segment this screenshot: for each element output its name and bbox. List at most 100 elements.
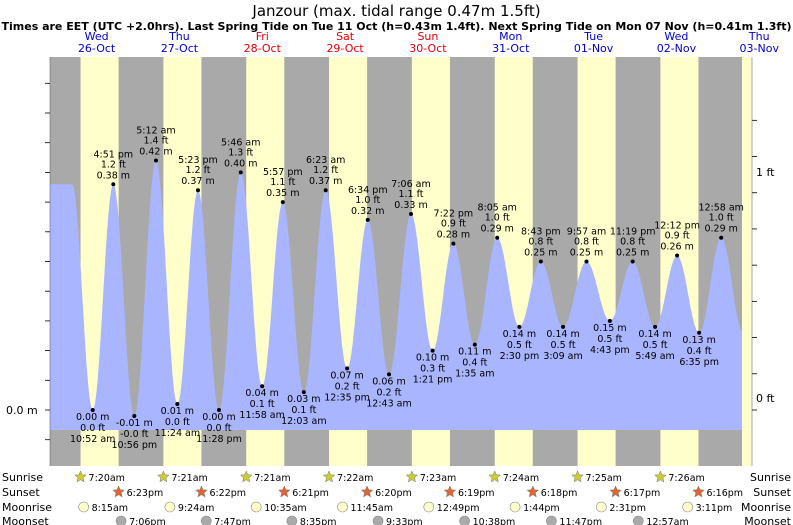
tide-point xyxy=(386,372,391,377)
row-time-label: 6:23pm xyxy=(127,488,164,499)
tide-ft-label: 1.0 ft xyxy=(485,213,510,224)
row-time-label: 6:18pm xyxy=(541,488,578,499)
sunrise-icon xyxy=(571,470,584,483)
moonset-icon xyxy=(200,515,212,525)
tide-point xyxy=(409,211,414,216)
moonrise-icon xyxy=(596,501,607,513)
tide-ft-label: 1.4 ft xyxy=(143,136,168,147)
row-time-label: 12:57am xyxy=(646,517,688,525)
tide-m-label: 0.15 m xyxy=(593,323,626,334)
tide-point xyxy=(90,408,95,412)
tide-m-label: 0.25 m xyxy=(616,248,649,259)
row-time-label: 7:22am xyxy=(337,473,373,484)
tide-time-label: 10:56 pm xyxy=(111,440,157,451)
tide-time-label: 6:34 pm xyxy=(348,185,388,196)
tide-time-label: 3:09 am xyxy=(543,351,582,362)
day-name-label: Wed xyxy=(664,30,688,43)
tide-m-label: 0.33 m xyxy=(394,200,427,211)
tide-time-label: 9:57 am xyxy=(567,227,606,238)
tide-time-label: 5:46 am xyxy=(221,137,260,148)
tide-point xyxy=(719,235,724,240)
tide-time-label: 11:19 pm xyxy=(610,227,656,238)
moonrise-icon xyxy=(682,501,693,513)
row-time-label: 6:19pm xyxy=(458,488,495,499)
tide-m-label: 0.14 m xyxy=(638,329,671,340)
tide-ft-label: 1.2 ft xyxy=(101,159,126,170)
moonset-icon xyxy=(459,515,470,525)
moonrise-icon xyxy=(337,501,348,513)
tide-m-label: 0.37 m xyxy=(309,176,342,187)
tide-time-label: 11:58 am xyxy=(239,410,284,421)
row-time-label: 10:38pm xyxy=(473,517,516,525)
tide-time-label: 12:12 pm xyxy=(654,221,700,232)
tide-point xyxy=(280,200,285,205)
tide-time-label: 2:30 pm xyxy=(500,351,540,362)
day-name-label: Sun xyxy=(417,30,438,43)
tide-m-label: 0.04 m xyxy=(245,388,278,399)
row-time-label: 6:16pm xyxy=(706,488,743,499)
tide-point xyxy=(323,188,328,193)
tide-time-label: 6:35 pm xyxy=(679,357,719,368)
sunset-icon xyxy=(609,485,622,498)
tide-ft-label: 0.5 ft xyxy=(643,340,668,351)
tide-ft-label: 0.1 ft xyxy=(291,405,316,416)
tide-ft-label: 0.2 ft xyxy=(335,381,360,392)
tide-ft-label: 0.2 ft xyxy=(376,387,401,398)
moonset-icon xyxy=(546,515,557,525)
row-time-label: 6:17pm xyxy=(624,488,661,499)
row-time-label: 7:20am xyxy=(89,473,125,484)
tide-m-label: 0.37 m xyxy=(181,176,214,187)
tide-time-label: 11:28 pm xyxy=(196,434,242,445)
tide-ft-label: 0.8 ft xyxy=(574,237,599,248)
row-time-label: 9:33pm xyxy=(386,517,423,525)
tide-point xyxy=(365,217,370,222)
tide-ft-label: 1.1 ft xyxy=(398,189,423,200)
row-label-left: Moonset xyxy=(2,515,49,525)
tide-point xyxy=(517,324,522,329)
row-time-label: 1:44pm xyxy=(523,503,560,514)
row-time-label: 6:20pm xyxy=(375,488,412,499)
row-time-label: 7:26am xyxy=(668,473,704,484)
tide-m-label: 0.06 m xyxy=(372,376,405,387)
tide-time-label: 5:12 am xyxy=(136,126,175,137)
sunrise-icon xyxy=(488,470,502,483)
tide-ft-label: 0.9 ft xyxy=(441,219,466,230)
tide-m-label: 0.10 m xyxy=(416,353,449,364)
tide-point xyxy=(301,390,306,395)
sunset-icon xyxy=(277,485,291,498)
tide-m-label: 0.00 m xyxy=(202,412,235,423)
row-time-label: 6:22pm xyxy=(209,488,246,499)
tide-m-label: 0.14 m xyxy=(546,329,579,340)
row-time-label: 3:11pm xyxy=(696,503,733,514)
day-date-label: 30-Oct xyxy=(409,42,447,55)
tide-point xyxy=(132,413,137,418)
tide-ft-label: 0.8 ft xyxy=(620,237,645,248)
moonrise-icon xyxy=(423,501,435,513)
day-date-label: 27-Oct xyxy=(161,42,199,55)
sunset-icon xyxy=(195,485,208,498)
tide-ft-label: 1.0 ft xyxy=(355,195,380,206)
tide-ft-label: 0.4 ft xyxy=(462,358,487,369)
row-time-label: 7:21am xyxy=(171,473,207,484)
row-time-label: 6:21pm xyxy=(292,488,329,499)
tide-ft-label: 0.8 ft xyxy=(528,237,553,248)
day-date-label: 28-Oct xyxy=(244,42,282,55)
tide-m-label: 0.07 m xyxy=(330,370,363,381)
tide-m-label: 0.14 m xyxy=(503,329,536,340)
tide-point xyxy=(538,259,543,264)
tide-m-label: 0.03 m xyxy=(287,394,320,405)
tide-m-label: 0.29 m xyxy=(481,224,514,235)
tide-time-label: 12:35 pm xyxy=(324,392,370,403)
tide-point xyxy=(153,158,158,163)
tide-time-label: 11:24 am xyxy=(155,428,200,439)
chart-subtitle: Times are EET (UTC +2.0hrs). Last Spring… xyxy=(1,20,792,33)
tide-point xyxy=(697,330,702,335)
tide-point xyxy=(630,259,635,264)
day-name-label: Sat xyxy=(336,30,355,43)
row-label-right: Sunset xyxy=(753,486,791,499)
row-time-label: 8:15am xyxy=(92,503,128,514)
row-time-label: 11:47pm xyxy=(559,517,602,525)
sunrise-icon xyxy=(405,470,419,483)
right-strip xyxy=(742,57,752,466)
